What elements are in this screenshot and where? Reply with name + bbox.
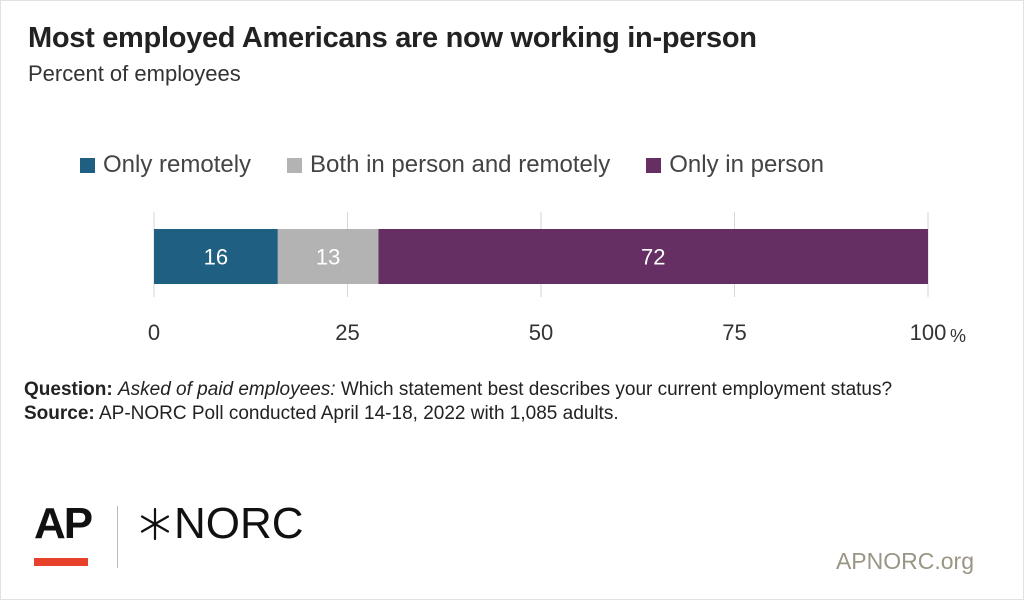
- x-tick-suffix: %: [950, 326, 966, 346]
- bar-value-label: 13: [316, 245, 340, 270]
- asterisk-star-icon: [140, 507, 170, 541]
- footnote: Question: Asked of paid employees: Which…: [24, 378, 984, 426]
- question-note: Question: Asked of paid employees: Which…: [24, 378, 984, 402]
- x-tick-label: 50: [529, 320, 553, 345]
- legend-item-only-in-person: Only in person: [646, 151, 824, 179]
- legend-label: Both in person and remotely: [310, 151, 611, 178]
- x-tick-label: 25: [335, 320, 359, 345]
- source-label: Source:: [24, 403, 95, 424]
- legend-item-only-remotely: Only remotely: [80, 151, 251, 179]
- norc-logo: NORC: [138, 500, 304, 548]
- ap-logo: AP: [34, 499, 93, 548]
- bar-segment-1: [277, 229, 379, 284]
- legend-item-both: Both in person and remotely: [287, 151, 610, 179]
- bar-segment-2: [378, 229, 929, 284]
- norc-logo-text: NORC: [174, 499, 304, 548]
- question-label: Question:: [24, 379, 113, 400]
- legend-swatch: [646, 157, 662, 173]
- x-tick-label: 0: [148, 320, 160, 345]
- chart-subtitle: Percent of employees: [28, 61, 241, 86]
- bar-segment-0: [154, 229, 278, 284]
- legend: Only remotely Both in person and remotel…: [80, 150, 860, 180]
- x-tick-label: 75: [722, 320, 746, 345]
- legend-label: Only remotely: [103, 151, 252, 178]
- question-text: Which statement best describes your curr…: [340, 379, 893, 400]
- site-url: APNORC.org: [835, 548, 974, 574]
- legend-swatch: [287, 157, 303, 173]
- source-note: Source: AP-NORC Poll conducted April 14-…: [24, 402, 984, 426]
- stacked-bar-chart: 0 25 50 75 100 % 16 13 72: [148, 212, 966, 346]
- bar-value-label: 16: [204, 245, 228, 270]
- legend-label: Only in person: [669, 151, 824, 178]
- ap-logo-bar: [34, 558, 88, 566]
- x-tick-label: 100: [910, 320, 947, 345]
- logo-divider: [117, 506, 118, 568]
- question-italic: Asked of paid employees:: [117, 379, 336, 400]
- chart-title: Most employed Americans are now working …: [28, 22, 757, 54]
- legend-swatch: [80, 157, 95, 173]
- source-text: AP-NORC Poll conducted April 14-18, 2022…: [98, 403, 619, 424]
- bar-value-label: 72: [641, 245, 665, 270]
